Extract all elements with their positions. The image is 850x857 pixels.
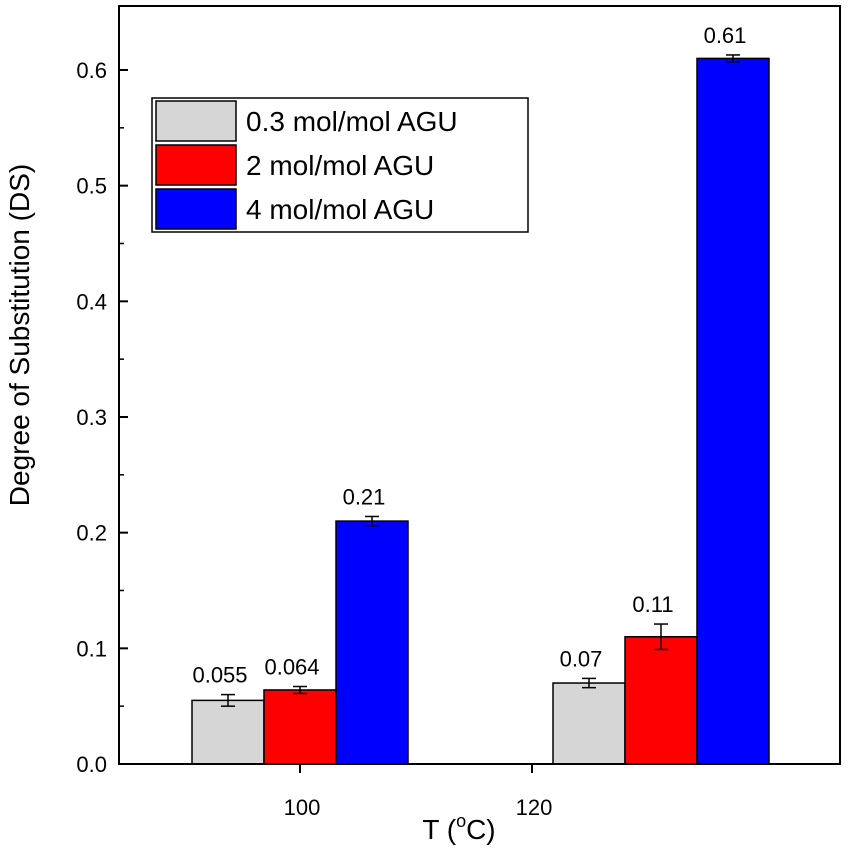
y-tick-label: 0.6 [76, 58, 107, 83]
axes: 0.0 0.1 0.2 0.3 0.4 0.5 0.6 100 120 [76, 5, 841, 820]
y-tick-label: 0.4 [76, 289, 107, 314]
x-tick-label: 100 [284, 795, 321, 820]
y-tick-label: 0.5 [76, 174, 107, 199]
data-label: 0.61 [704, 23, 747, 48]
y-tick-label: 0.1 [76, 636, 107, 661]
bar[interactable] [552, 682, 626, 765]
bar[interactable] [696, 57, 770, 765]
legend-label: 4 mol/mol AGU [246, 194, 434, 225]
x-axis-title: T (oC) [422, 811, 495, 845]
data-label: 0.064 [264, 655, 319, 680]
legend-swatch [155, 144, 237, 186]
y-tick-label: 0.3 [76, 405, 107, 430]
plot-area: 0.055 0.07 0.064 0.11 0.21 0.61 [191, 23, 770, 765]
bar[interactable] [263, 689, 337, 765]
data-label: 0.07 [560, 646, 603, 671]
legend-label: 2 mol/mol AGU [246, 150, 434, 181]
y-tick-label: 0.0 [76, 752, 107, 777]
bar[interactable] [624, 636, 698, 765]
data-label: 0.055 [192, 663, 247, 688]
y-axis-title: Degree of Substitution (DS) [4, 164, 35, 506]
legend: 0.3 mol/mol AGU 2 mol/mol AGU 4 mol/mol AG… [151, 97, 529, 233]
x-tick-label: 120 [516, 795, 553, 820]
bar[interactable] [335, 520, 409, 765]
legend-swatch [155, 188, 237, 230]
plot-frame [118, 5, 841, 765]
legend-swatch [155, 100, 237, 142]
legend-label: 0.3 mol/mol AGU [246, 106, 458, 137]
data-label: 0.11 [632, 592, 673, 617]
y-tick-label: 0.2 [76, 521, 107, 546]
bar[interactable] [191, 699, 265, 765]
data-label: 0.21 [343, 484, 386, 509]
